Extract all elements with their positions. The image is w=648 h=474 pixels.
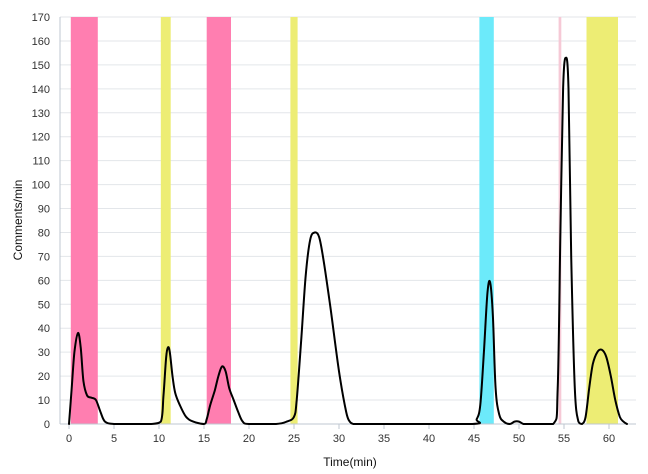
x-tick-label: 10 <box>153 433 165 445</box>
y-tick-label: 150 <box>32 60 50 72</box>
highlight-bands <box>70 17 618 424</box>
y-tick-label: 40 <box>38 323 50 335</box>
y-tick-label: 60 <box>38 275 50 287</box>
x-tick-label: 20 <box>243 433 255 445</box>
y-axis-label: Comments/min <box>11 180 25 261</box>
y-tick-label: 90 <box>38 204 50 216</box>
y-tick-label: 120 <box>32 132 50 144</box>
highlight-band <box>586 17 618 424</box>
x-tick-label: 15 <box>198 433 210 445</box>
x-tick-label: 45 <box>468 433 480 445</box>
x-tick-label: 30 <box>333 433 345 445</box>
axes <box>59 17 636 429</box>
x-tick-label: 0 <box>66 433 72 445</box>
x-tick-label: 55 <box>558 433 570 445</box>
y-tick-label: 100 <box>32 180 50 192</box>
highlight-band <box>290 17 298 424</box>
x-tick-label: 5 <box>111 433 117 445</box>
x-tick-label: 35 <box>378 433 390 445</box>
y-tick-label: 110 <box>32 156 50 168</box>
y-tick-label: 20 <box>38 371 50 383</box>
y-tick-label: 70 <box>38 251 50 263</box>
x-tick-label: 60 <box>603 433 615 445</box>
y-tick-label: 140 <box>32 84 50 96</box>
y-tick-label: 80 <box>38 227 50 239</box>
grid-lines <box>60 16 636 401</box>
highlight-band <box>206 17 231 424</box>
y-tick-label: 170 <box>32 12 50 24</box>
y-tick-label: 30 <box>38 347 50 359</box>
highlight-band <box>70 17 98 424</box>
x-axis-label: Time(min) <box>323 455 377 469</box>
y-tick-label: 10 <box>38 395 50 407</box>
y-tick-labels: 0 10 20 30 40 50 60 70 80 90 100 110 120 130 140 150 160… <box>32 12 50 431</box>
highlight-band <box>160 17 171 424</box>
highlight-band <box>479 17 494 424</box>
y-tick-label: 160 <box>32 36 50 48</box>
x-tick-label: 25 <box>288 433 300 445</box>
x-tick-label: 40 <box>423 433 435 445</box>
series-line <box>68 56 628 426</box>
y-tick-label: 0 <box>44 419 50 431</box>
y-tick-label: 50 <box>38 299 50 311</box>
x-tick-label: 50 <box>513 433 525 445</box>
y-tick-label: 130 <box>32 108 50 120</box>
x-tick-labels: 0 5 10 15 20 25 30 35 40 45 50 55 60 <box>66 433 615 445</box>
